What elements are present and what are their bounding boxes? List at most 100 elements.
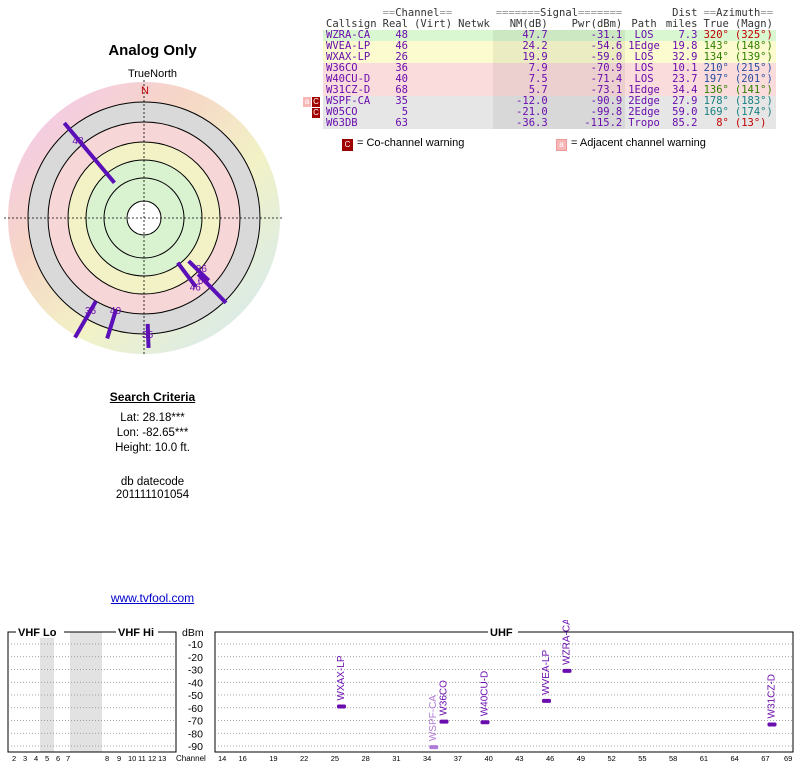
station-label: WSPF-CA (428, 695, 439, 741)
cell-az-true: 169° (703, 106, 729, 118)
cell-dist: 7.3 (678, 29, 698, 41)
cell-az-magn: (148°) (734, 40, 773, 52)
cell-pwr: -90.9 (550, 96, 626, 107)
uhf-tick-label: 61 (700, 754, 708, 763)
db-value: 201111101054 (115, 489, 190, 501)
cell-az-magn: (13°) (734, 117, 767, 129)
db-label: db datecode (120, 476, 185, 488)
cell-virt (411, 118, 455, 129)
column-header-row: Callsign Real (Virt) Netwk NM(dB) Pwr(dB… (323, 19, 776, 30)
azimuth-label-46: 46 (190, 283, 202, 294)
station-label: WZRA-CA (562, 620, 573, 665)
co-channel-flag: C (312, 97, 320, 107)
cell-nm: 7.9 (492, 63, 551, 74)
azimuth-line-40 (105, 309, 118, 340)
vhf-tick-label: 13 (158, 754, 166, 763)
vhf-tick-label: 2 (12, 754, 16, 763)
co-channel-flag: C (312, 108, 320, 118)
cell-az-true: 210° (703, 62, 729, 74)
adjacent-mark: a (556, 139, 567, 151)
azimuth-line-46 (176, 261, 198, 288)
station-label: WVEA-LP (541, 650, 552, 695)
cell-real: 35 (395, 95, 409, 107)
y-axis-label: dBm (182, 627, 204, 639)
nm-header: NM(dB) (509, 18, 548, 30)
y-tick-label: -10 (188, 639, 203, 651)
table-row: WXAX-LP 26 19.9 -59.0 LOS 32.9 134° (139°) (323, 51, 777, 63)
table-row: W36CO 36 7.9 -70.9 LOS 10.1 210° (215°) (323, 62, 777, 74)
table-row: WSPF-CA 35 -12.0 -90.9 2Edge 27.9 178° (183°) (323, 95, 777, 107)
cell-real: 26 (395, 51, 409, 63)
legend-co-channel: C = Co-channel warning (342, 137, 464, 151)
cell-netwk (455, 85, 493, 96)
cell-netwk (455, 118, 493, 129)
azimuth-line-26 (187, 259, 211, 282)
uhf-tick-label: 22 (300, 754, 308, 763)
azimuth-line-48 (62, 121, 116, 185)
uhf-tick-label: 43 (515, 754, 523, 763)
adjacent-text: = Adjacent channel warning (571, 137, 706, 149)
cell-virt (411, 74, 455, 85)
site-link[interactable]: www.tvfool.com (110, 591, 195, 605)
adjacent-channel-flag: a (303, 97, 311, 107)
uhf-tick-label: 16 (239, 754, 247, 763)
cell-dist: 23.7 (672, 73, 698, 85)
real-header: Real (382, 18, 408, 30)
vhf-shade (70, 632, 102, 752)
cell-virt (411, 41, 455, 52)
co-channel-text: = Co-channel warning (357, 137, 465, 149)
y-tick-label: -70 (188, 716, 203, 728)
station-label: WXAX-LP (336, 655, 347, 700)
cell-dist: 10.1 (672, 62, 698, 74)
north-label: N (141, 85, 149, 97)
cell-dist: 27.9 (672, 95, 698, 107)
station-mark (480, 720, 490, 725)
cell-nm: 24.2 (492, 41, 551, 52)
band-label-bg (16, 626, 64, 638)
band-label-uhf: UHF (490, 627, 513, 639)
station-mark (439, 719, 449, 724)
pwr-header: Pwr(dBm) (571, 18, 623, 30)
cell-callsign: W31CZ-D (326, 84, 371, 96)
cell-callsign: W36CO (326, 62, 358, 74)
cell-path: LOS (634, 51, 654, 63)
y-tick-label: -50 (188, 690, 203, 702)
station-mark (429, 745, 439, 750)
band-label-vhf-hi: VHF Hi (118, 627, 154, 639)
vhf-tick-label: 8 (105, 754, 109, 763)
y-tick-label: -80 (188, 728, 203, 740)
uhf-tick-label: 49 (577, 754, 585, 763)
azimuth-label-26: 26 (196, 264, 208, 275)
cell-pwr: -54.6 (550, 41, 626, 52)
page-title: Analog Only (108, 42, 197, 59)
vhf-tick-label: 10 (128, 754, 136, 763)
dist-header: miles (665, 18, 698, 30)
vhf-shade (40, 632, 54, 752)
station-mark (562, 668, 572, 673)
cell-netwk (455, 41, 493, 52)
azimuth-label-40: 40 (110, 306, 122, 317)
vhf-tick-label: 11 (138, 754, 146, 763)
cell-path: 2Edge (628, 106, 660, 118)
y-tick-label: -30 (188, 665, 203, 677)
cell-az-true: 178° (703, 95, 729, 107)
cell-real: 63 (395, 117, 409, 129)
cell-az-magn: (139°) (734, 51, 773, 63)
cell-pwr: -115.2 (550, 118, 626, 129)
netwk-header: Netwk (458, 18, 490, 30)
uhf-frame (214, 631, 794, 753)
cell-az-magn: (215°) (734, 62, 773, 74)
uhf-tick-label: 19 (269, 754, 277, 763)
cell-nm: -21.0 (492, 107, 551, 118)
uhf-tick-label: 69 (784, 754, 792, 763)
station-label: W31CZ-D (767, 674, 778, 718)
cell-virt (411, 30, 455, 41)
cell-real: 68 (395, 84, 409, 96)
vhf-tick-label: 7 (66, 754, 70, 763)
azimuth-line-35 (145, 323, 151, 348)
cell-pwr: -31.1 (550, 30, 626, 41)
cell-path: 1Edge (628, 84, 660, 96)
uhf-tick-label: 58 (669, 754, 677, 763)
azimuth-label-35: 35 (142, 330, 154, 341)
cell-netwk (455, 30, 493, 41)
